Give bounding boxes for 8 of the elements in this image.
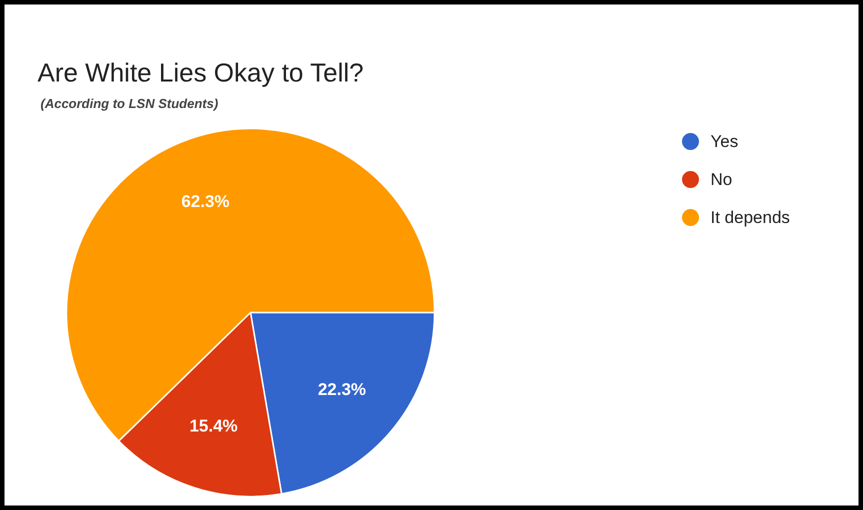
legend-label: No (710, 170, 732, 189)
chart-subtitle: (According to LSN Students) (40, 96, 218, 111)
data-label: 15.4% (189, 416, 238, 436)
legend-label: Yes (710, 132, 738, 151)
data-label: 62.3% (181, 192, 230, 212)
legend-label: It depends (710, 208, 790, 227)
chart-title: Are White Lies Okay to Tell? (38, 58, 364, 88)
data-label: 22.3% (318, 380, 366, 400)
